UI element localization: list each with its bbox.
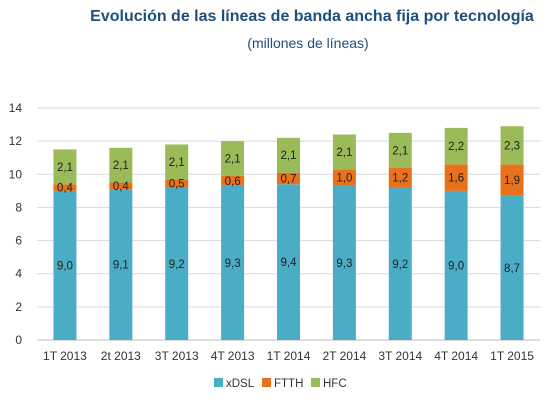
data-label-hfc: 2,1 [336,147,352,159]
bar-ftth-4 [277,172,300,185]
x-tick-label: 3T 2014 [378,349,422,363]
data-label-hfc: 2,1 [281,150,297,162]
data-label-ftth: 0,6 [225,176,241,188]
x-tick-label: 1T 2013 [43,349,87,363]
chart-subtitle: (millones de líneas) [247,35,369,51]
legend-swatch-xdsl [214,378,223,387]
x-tick-label: 4T 2014 [434,349,478,363]
x-tick-label: 1T 2014 [267,349,311,363]
bar-ftth-6 [388,167,412,188]
data-label-xdsl: 8,7 [504,263,520,275]
data-label-ftth: 1,6 [448,173,464,185]
data-label-hfc: 2,1 [225,154,241,166]
bar-ftth-0 [53,184,77,191]
x-tick-label: 1T 2015 [490,349,534,363]
legend-swatch-hfc [311,378,320,387]
data-label-hfc: 2,1 [392,145,408,157]
data-label-ftth: 0,5 [169,178,185,190]
x-tick-label: 4T 2013 [211,349,255,363]
legend-swatch-ftth [262,378,271,387]
data-label-xdsl: 9,1 [113,260,129,272]
bar-hfc-5 [332,134,356,170]
bar-xdsl-2 [165,187,189,340]
bars [53,126,524,340]
bar-xdsl-8 [500,195,524,340]
bar-hfc-6 [388,132,412,168]
bar-ftth-8 [500,164,524,196]
y-tick-label: 4 [15,267,22,281]
bar-hfc-8 [500,126,524,165]
data-label-hfc: 2,1 [169,157,185,169]
y-tick-label: 14 [9,101,23,115]
x-tick-label: 2t 2013 [101,349,141,363]
bar-hfc-3 [221,141,245,176]
x-axis: 1T 2013 2t 2013 3T 2013 4T 2013 1T 2014 2T 20… [43,349,534,363]
bar-hfc-7 [444,127,468,165]
bar-xdsl-7 [444,190,468,340]
y-tick-label: 0 [15,333,22,347]
bar-xdsl-4 [277,184,300,340]
legend: xDSL FTTH HFC [214,378,347,390]
data-label-hfc: 2,1 [57,162,73,174]
bar-ftth-5 [332,169,356,186]
bar-xdsl-5 [332,185,356,340]
y-tick-label: 2 [15,300,22,314]
bar-hfc-0 [53,149,77,185]
data-label-xdsl: 9,3 [225,258,241,270]
y-tick-label: 8 [15,200,22,214]
bar-hfc-1 [109,147,133,183]
x-tick-label: 3T 2013 [155,349,199,363]
data-label-ftth: 1,2 [392,173,408,185]
data-label-xdsl: 9,4 [281,257,298,269]
data-label-xdsl: 9,0 [57,260,73,272]
y-axis: 0 2 4 6 8 10 12 14 [9,101,23,347]
data-label-ftth: 0,4 [113,181,130,193]
chart-title: Evolución de las líneas de banda ancha f… [90,8,534,25]
bar-hfc-2 [165,144,189,180]
bar-xdsl-0 [53,190,77,340]
data-label-xdsl: 9,2 [392,259,408,271]
data-label-hfc: 2,3 [504,140,520,152]
data-label-ftth: 1,0 [336,173,352,185]
bar-ftth-2 [165,179,189,188]
bar-xdsl-3 [221,185,245,340]
y-tick-label: 12 [9,134,23,148]
data-labels: 9,0 0,4 2,1 9,1 0,4 2,1 9,2 0,5 2,1 9,3 0,6 2,1 9,4 0… [57,140,520,275]
bar-xdsl-6 [388,187,412,340]
y-tick-label: 10 [9,167,23,181]
x-tick-label: 2T 2014 [322,349,366,363]
legend-label-ftth: FTTH [274,378,303,390]
data-label-ftth: 0,7 [281,173,297,185]
y-tick-label: 6 [15,234,22,248]
data-label-xdsl: 9,2 [169,259,185,271]
legend-label-xdsl: xDSL [226,378,255,390]
data-label-hfc: 2,1 [113,160,129,172]
bar-ftth-7 [444,164,468,191]
data-label-hfc: 2,2 [448,141,464,153]
data-label-ftth: 1,9 [504,175,520,187]
bar-hfc-4 [277,137,300,173]
data-label-xdsl: 9,3 [336,258,352,270]
data-label-ftth: 0,4 [57,183,74,195]
data-label-xdsl: 9,0 [448,260,464,272]
legend-label-hfc: HFC [323,378,347,390]
bar-xdsl-1 [109,189,133,340]
bar-ftth-3 [221,175,245,186]
bar-ftth-1 [109,182,133,190]
